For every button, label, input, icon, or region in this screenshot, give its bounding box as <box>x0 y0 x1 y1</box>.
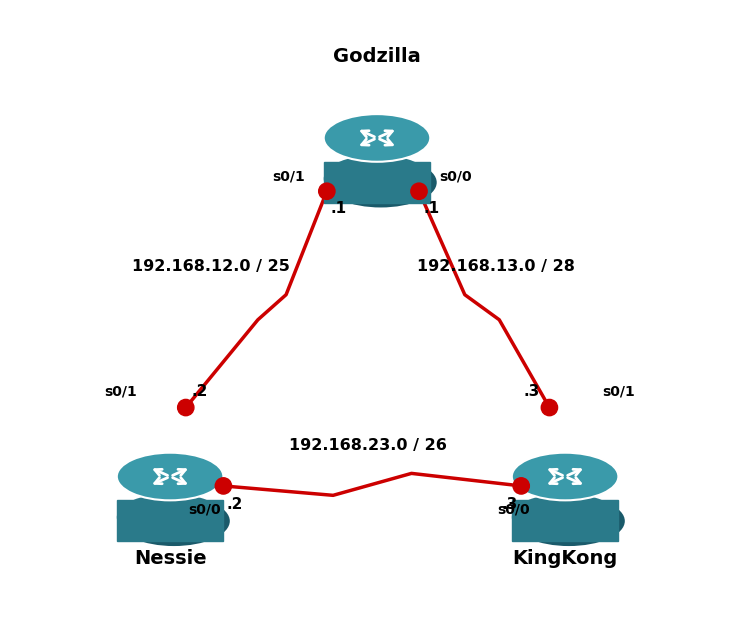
Text: s0/0: s0/0 <box>188 503 221 517</box>
Circle shape <box>513 478 529 494</box>
Ellipse shape <box>323 114 431 162</box>
Text: KingKong: KingKong <box>513 549 618 567</box>
Text: .2: .2 <box>226 497 243 512</box>
Circle shape <box>215 478 231 494</box>
Circle shape <box>411 183 428 199</box>
Text: .3: .3 <box>524 384 540 399</box>
Polygon shape <box>117 500 223 541</box>
Text: Nessie: Nessie <box>133 549 207 567</box>
Ellipse shape <box>513 496 625 546</box>
Ellipse shape <box>512 453 618 500</box>
Text: s0/1: s0/1 <box>272 170 305 184</box>
Polygon shape <box>323 162 431 203</box>
Ellipse shape <box>512 493 618 541</box>
Text: s0/1: s0/1 <box>105 385 137 399</box>
Ellipse shape <box>117 453 223 500</box>
Text: s0/1: s0/1 <box>602 385 636 399</box>
Text: .1: .1 <box>424 201 440 216</box>
Ellipse shape <box>323 155 431 203</box>
Text: .2: .2 <box>192 384 208 399</box>
Text: s0/0: s0/0 <box>498 503 530 517</box>
Text: .1: .1 <box>330 201 346 216</box>
Text: 192.168.13.0 / 28: 192.168.13.0 / 28 <box>417 259 575 274</box>
Ellipse shape <box>117 493 223 541</box>
Text: .3: .3 <box>502 497 518 512</box>
Ellipse shape <box>118 496 230 546</box>
Text: 192.168.23.0 / 26: 192.168.23.0 / 26 <box>289 438 446 453</box>
Text: Godzilla: Godzilla <box>333 47 421 66</box>
Circle shape <box>178 399 194 416</box>
Polygon shape <box>512 500 618 541</box>
Ellipse shape <box>325 157 437 208</box>
Text: 192.168.12.0 / 25: 192.168.12.0 / 25 <box>132 259 290 274</box>
Text: s0/0: s0/0 <box>440 170 472 184</box>
Circle shape <box>319 183 335 199</box>
Circle shape <box>541 399 557 416</box>
